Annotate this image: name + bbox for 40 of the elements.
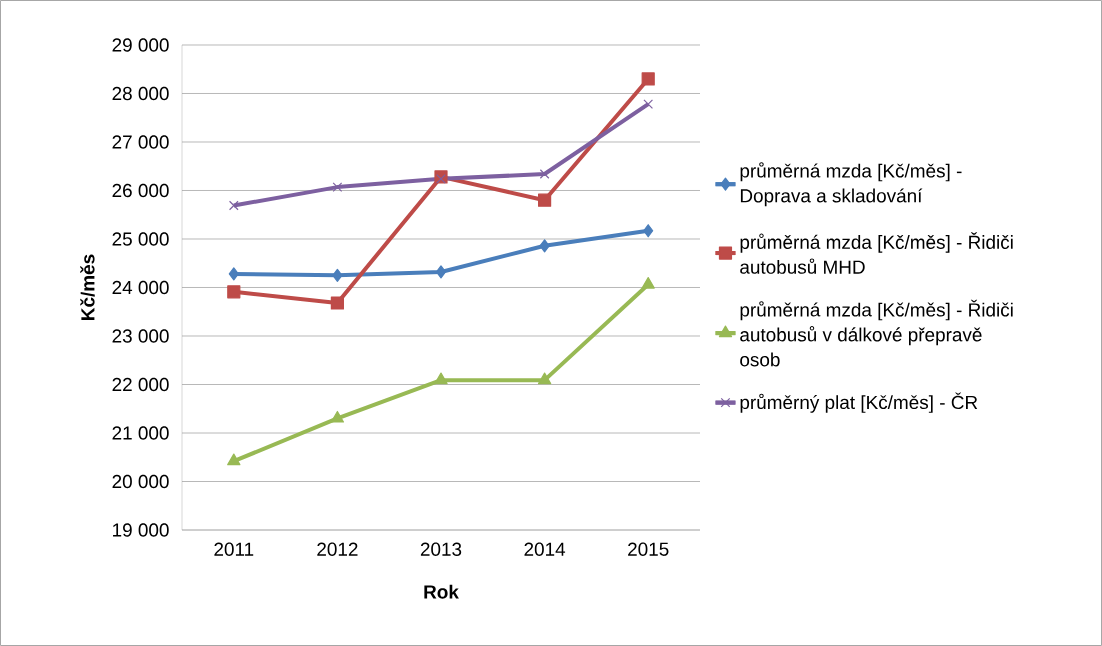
x-tick-label: 2011 [214, 542, 254, 556]
x-axis-title: Rok [424, 584, 459, 599]
y-axis-title: Kč/měs [80, 254, 95, 320]
point [641, 72, 655, 86]
point [643, 99, 654, 110]
legend-label: průměrná mzda [Kč/měs] - Doprava a skladování [740, 162, 962, 207]
point [227, 453, 241, 466]
point [330, 410, 345, 423]
point [434, 372, 448, 385]
point [227, 285, 241, 299]
point [332, 182, 343, 192]
y-tick-label: 22 000 [112, 377, 169, 392]
point [537, 372, 552, 385]
y-tick-label: 28 000 [112, 86, 169, 101]
y-tick-label: 21 000 [112, 426, 169, 440]
point [643, 224, 654, 238]
legend-label: průměrná mzda [Kč/měs] - Řidiči autobusů MHD [740, 232, 1013, 274]
point [538, 193, 552, 207]
y-tick-label: 26 000 [112, 183, 169, 198]
y-tick-label: 24 000 [112, 280, 169, 295]
x-tick-label: 2015 [628, 542, 669, 556]
x-tick-label: 2013 [420, 542, 462, 556]
y-tick-label: 27 000 [112, 135, 169, 149]
y-tick-label: 29 000 [112, 38, 169, 52]
y-tick-label: 23 000 [112, 329, 169, 343]
point [435, 265, 447, 279]
legend-label: průměrná mzda [Kč/měs] - Řidiči autobusů v dálkové přepravě osob [740, 299, 1013, 367]
y-tick-label: 20 000 [112, 474, 169, 489]
x-tick-label: 2012 [317, 542, 358, 556]
point [332, 268, 343, 282]
point [539, 169, 550, 179]
legend-label: průměrný plat [Kč/měs] - ČR [740, 392, 978, 413]
x-tick-label: 2014 [524, 542, 566, 556]
point [539, 239, 550, 253]
y-tick-label: 25 000 [112, 232, 169, 246]
point [641, 276, 655, 289]
point [228, 267, 239, 281]
point [330, 296, 344, 310]
y-tick-label: 19 000 [113, 523, 169, 537]
point [228, 200, 239, 211]
